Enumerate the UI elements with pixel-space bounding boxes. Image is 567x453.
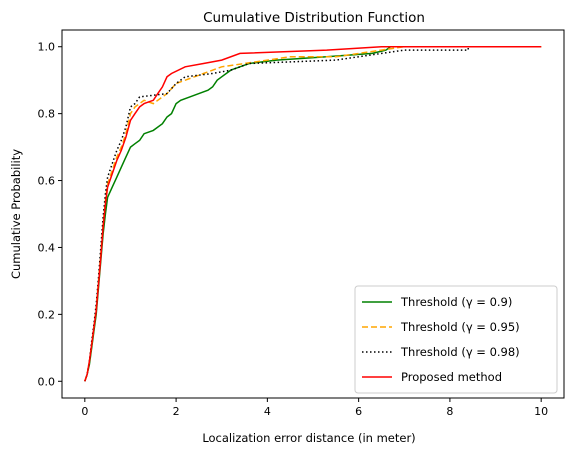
x-tick-label: 2 [173, 405, 180, 418]
plot-frame [61, 29, 565, 399]
legend-box [354, 285, 558, 394]
x-tick-label: 4 [264, 405, 271, 418]
y-tick-label: 1.0 [38, 41, 56, 54]
y-tick-label: 0.2 [38, 308, 56, 321]
y-tick-label: 0.6 [38, 175, 56, 188]
series-line-3 [84, 45, 542, 382]
legend-label-2: Threshold (γ = 0.98) [400, 345, 520, 359]
chart-title: Cumulative Distribution Function [203, 10, 425, 26]
x-tick-label: 8 [446, 405, 453, 418]
legend-label-3: Proposed method [401, 370, 502, 384]
y-axis-ticks: 0.0 0.2 0.4 0.6 0.8 1.0 [38, 41, 62, 388]
legend: Threshold (γ = 0.9) Threshold (γ = 0.95) T… [354, 285, 558, 394]
series-line-2 [84, 46, 469, 382]
x-axis-ticks: 0 2 4 6 8 10 [81, 398, 548, 418]
y-axis-label: Cumulative Probability [9, 149, 23, 279]
y-tick-label: 0.8 [38, 108, 56, 121]
x-axis-label: Localization error distance (in meter) [202, 431, 415, 445]
y-tick-label: 0.0 [38, 375, 56, 388]
legend-label-0: Threshold (γ = 0.9) [400, 295, 512, 309]
x-tick-label: 0 [81, 405, 88, 418]
legend-label-1: Threshold (γ = 0.95) [400, 320, 520, 334]
x-tick-label: 10 [534, 405, 548, 418]
x-tick-label: 6 [355, 405, 362, 418]
y-tick-label: 0.4 [38, 241, 56, 254]
plot-lines [84, 45, 542, 382]
